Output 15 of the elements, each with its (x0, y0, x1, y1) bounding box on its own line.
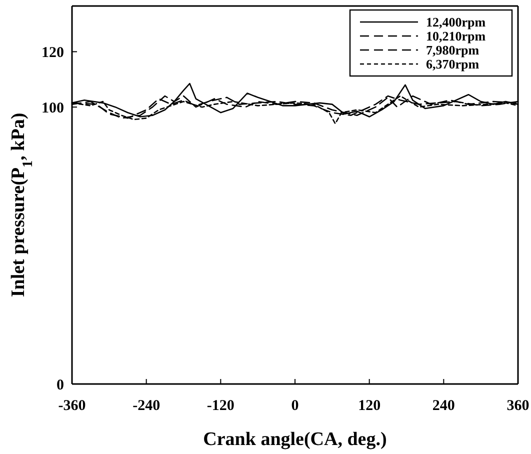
x-tick-label: 240 (432, 398, 455, 414)
y-tick-label: 100 (42, 100, 64, 116)
legend-label: 6,370rpm (426, 56, 480, 72)
legend-label: 12,400rpm (426, 14, 486, 30)
y-tick-label: 120 (42, 44, 64, 61)
x-axis-title: Crank angle(CA, deg.) (203, 429, 387, 450)
x-tick-label: -240 (132, 398, 160, 414)
legend-label: 7,980rpm (426, 42, 480, 58)
x-tick-label: 360 (506, 398, 530, 414)
legend-label: 10,210rpm (426, 28, 486, 44)
x-tick-label: -360 (58, 398, 86, 414)
x-tick-label: -120 (206, 398, 234, 414)
y-tick-label: 0 (56, 377, 64, 394)
x-tick-label: 0 (291, 398, 299, 414)
x-tick-label: 120 (358, 398, 381, 414)
